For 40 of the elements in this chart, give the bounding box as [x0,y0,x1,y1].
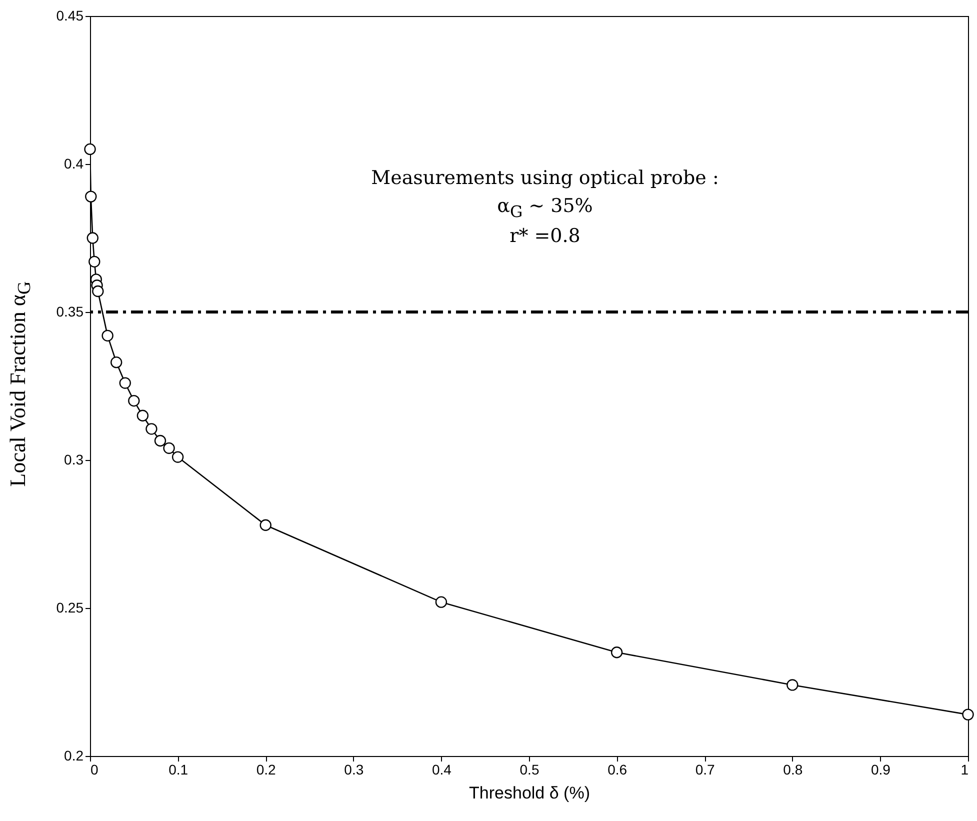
point [260,519,272,531]
point [962,708,974,720]
point [86,232,98,244]
y-tick-label: 0.25 [56,600,84,616]
point [84,143,96,156]
y-tick-label: 0.45 [56,8,84,24]
x-tick-label: 0.6 [608,762,628,778]
point [435,596,448,608]
point [110,356,122,368]
annotation: Measurements using optical probe : [371,166,719,191]
x-tick-label: 0.2 [256,762,276,778]
point [146,423,158,435]
x-tick-label: 1 [960,762,969,778]
point [172,451,184,463]
point [92,285,104,298]
x-tick-label: 0 [90,762,98,778]
point [136,410,149,422]
point [85,190,97,202]
x-tick-label: 0.5 [520,762,540,778]
x-tick-label: 0.4 [432,762,452,778]
point [88,256,100,268]
point [610,646,623,658]
point [128,394,140,407]
x-tick-label: 0.8 [783,762,803,778]
y-tick-label: 0.4 [64,156,84,172]
y-tick-label: 0.2 [64,748,84,764]
x-tick-label: 0.7 [695,762,716,778]
point [786,679,798,691]
x-tick-label: 0.9 [870,762,891,778]
annotation: α$_{G}$ ~ 35% [496,194,594,222]
point [102,330,114,342]
point [163,442,175,454]
point [154,434,166,447]
x-axis-title: Threshold δ (%) [469,784,590,802]
x-tick-label: 0.3 [344,762,364,778]
x-tick-label: 0.1 [168,762,188,778]
y-tick-label: 0.3 [64,452,84,468]
point [119,377,131,389]
annotation: r* =0.8 [508,224,582,250]
y-tick-label: 0.35 [56,304,84,320]
